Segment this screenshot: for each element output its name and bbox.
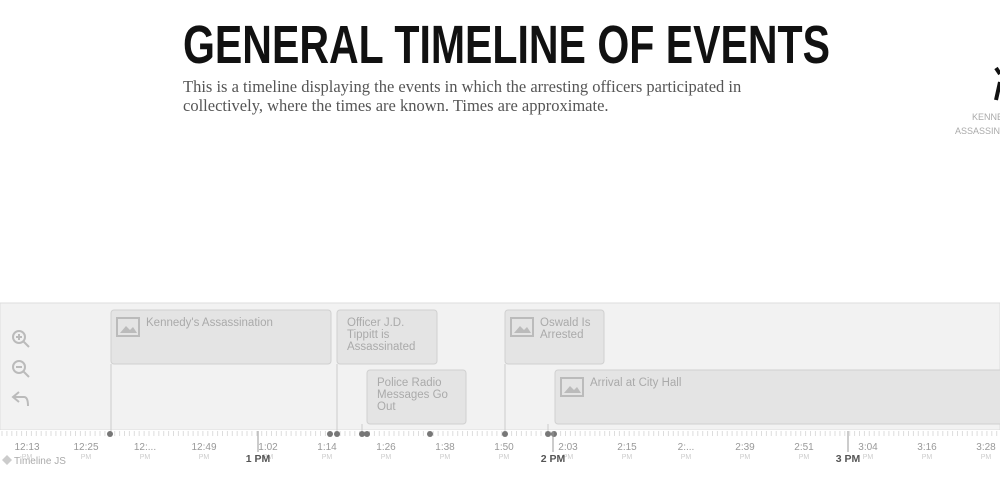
event-title: Kennedy's Assassination (146, 317, 273, 329)
meridiem-label: PM (140, 454, 151, 461)
event-title: Out (377, 401, 396, 413)
minor-tick-label: 1:14 (317, 442, 337, 453)
meridiem-label: PM (799, 454, 810, 461)
description-line: collectively, where the times are known.… (183, 96, 609, 115)
meridiem-label: PM (22, 454, 33, 461)
image-icon (510, 317, 534, 337)
image-icon (120, 326, 137, 333)
event-title: Oswald Is (540, 317, 591, 329)
event-card (366, 369, 467, 425)
event-marker (502, 431, 508, 437)
description-line: This is a timeline displaying the events… (183, 77, 741, 96)
minor-tick-label: 12:... (134, 442, 156, 453)
major-tick-label: 2 PM (541, 453, 566, 465)
event-marker (334, 431, 340, 437)
event-marker (327, 431, 333, 437)
meridiem-label: PM (563, 454, 574, 461)
minor-tick-label: 2:... (678, 442, 695, 453)
minor-tick-label: 1:26 (376, 442, 396, 453)
minor-tick-label: 3:04 (858, 442, 878, 453)
minor-tick-label: 2:15 (617, 442, 637, 453)
zoom-in[interactable] (12, 330, 30, 348)
meridiem-label: PM (981, 454, 992, 461)
event-title: Officer J.D. (347, 317, 404, 329)
minor-tick-label: 2:51 (794, 442, 814, 453)
minor-tick-label: 12:49 (191, 442, 216, 453)
zoom-controls (11, 330, 30, 407)
meridiem-label: PM (81, 454, 92, 461)
event-marker (107, 431, 113, 437)
minor-tick-label: 1:50 (494, 442, 514, 453)
event-title: Tippitt is (347, 329, 390, 341)
meridiem-label: PM (863, 454, 874, 461)
page-title: GENERAL TIMELINE OF EVENTS (183, 15, 830, 75)
tick-band (1, 431, 998, 436)
major-tick-label: 1 PM (246, 453, 271, 465)
event-marker (427, 431, 433, 437)
event-card (504, 309, 605, 365)
meridiem-label: PM (681, 454, 692, 461)
event-card (336, 309, 438, 365)
meridiem-label: PM (622, 454, 633, 461)
brand-icon (2, 455, 12, 465)
timeline-axis (0, 430, 1000, 501)
side-card-text: ASSASSINA (955, 126, 1000, 136)
meridiem-label: PM (322, 454, 333, 461)
meridiem-label: PM (440, 454, 451, 461)
minor-tick-label: 1:02 (258, 442, 278, 453)
minor-tick-label: 1:38 (435, 442, 455, 453)
event-flag[interactable]: Arrival at City Hall (554, 369, 1000, 425)
minor-tick-label: 12:25 (73, 442, 98, 453)
event-title: Messages Go (377, 389, 448, 401)
image-icon (564, 386, 581, 393)
major-tick-label: 3 PM (836, 453, 861, 465)
brand[interactable]: Timeline JS (14, 456, 66, 467)
meridiem-label: PM (263, 454, 274, 461)
zoom-out[interactable] (12, 360, 30, 378)
event-card (554, 369, 1000, 425)
event-title: Arrested (540, 329, 583, 341)
meridiem-label: PM (381, 454, 392, 461)
image-icon (560, 377, 584, 397)
event-marker (364, 431, 370, 437)
event-flag[interactable]: Kennedy's Assassination (110, 309, 332, 365)
side-card-text: KENNE (972, 112, 1000, 122)
event-card (110, 309, 332, 365)
event-marker (551, 431, 557, 437)
image-icon (116, 317, 140, 337)
meridiem-label: PM (199, 454, 210, 461)
event-marker (545, 431, 551, 437)
event-title: Assassinated (347, 341, 415, 353)
minor-tick-label: 3:16 (917, 442, 937, 453)
minor-tick-label: 2:03 (558, 442, 578, 453)
back-to-start[interactable] (11, 391, 29, 407)
minor-tick-label: 2:39 (735, 442, 755, 453)
event-marker (359, 431, 365, 437)
event-title: Police Radio (377, 377, 442, 389)
side-card-icon (994, 66, 1000, 101)
meridiem-label: PM (740, 454, 751, 461)
meridiem-label: PM (499, 454, 510, 461)
image-icon (514, 326, 531, 333)
event-title: Arrival at City Hall (590, 377, 681, 389)
meridiem-label: PM (922, 454, 933, 461)
minor-tick-label: 3:28 (976, 442, 996, 453)
minor-tick-label: 12:13 (14, 442, 39, 453)
